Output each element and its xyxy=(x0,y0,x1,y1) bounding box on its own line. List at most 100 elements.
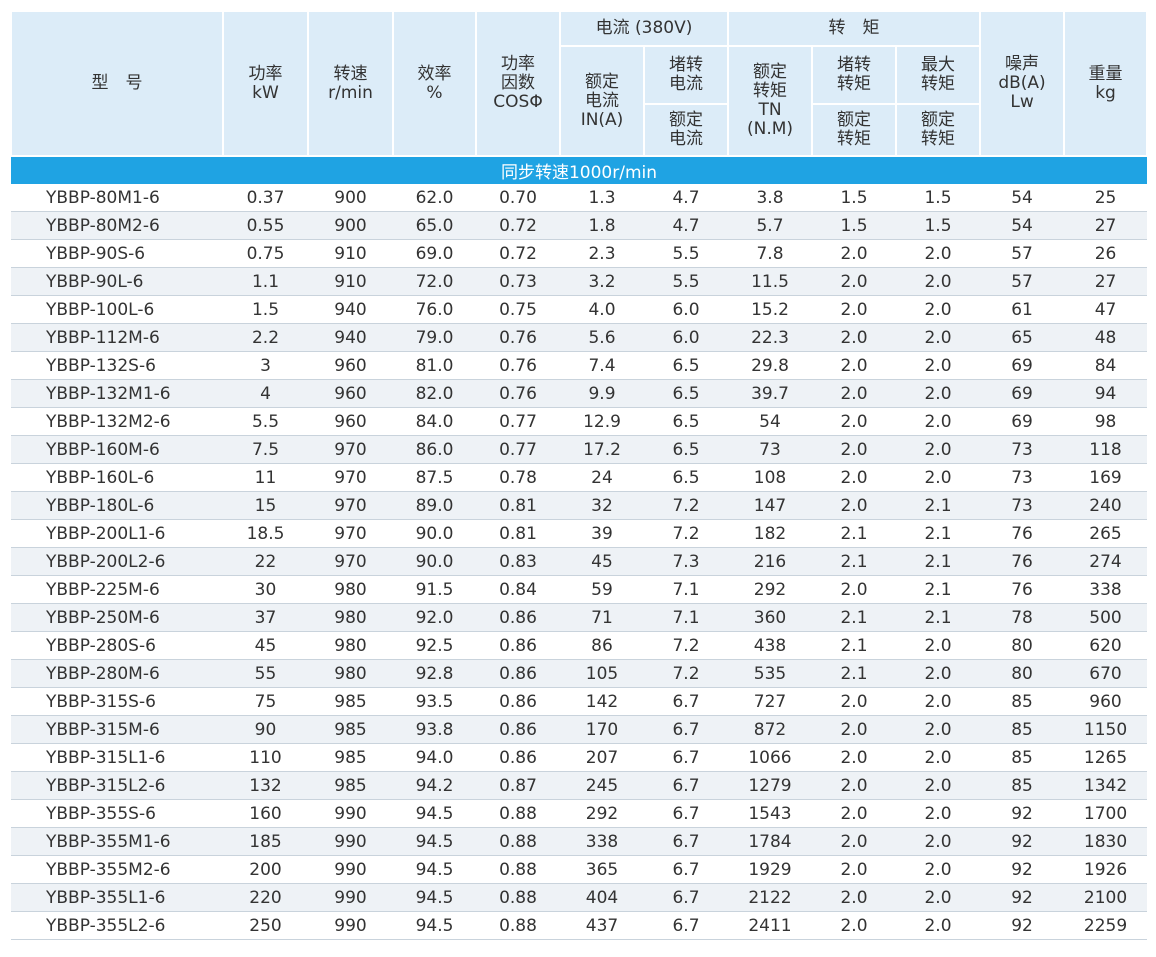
table-row: YBBP-160L-6 11 970 87.5 0.78 24 6.5 108 2.0 2.0 73… xyxy=(11,463,1148,492)
value-cell: 7.2 xyxy=(644,491,728,520)
value-cell: 265 xyxy=(1064,519,1148,548)
value-cell: 437 xyxy=(560,911,644,940)
value-cell: 240 xyxy=(1064,491,1148,520)
value-cell: 11 xyxy=(223,463,308,492)
value-cell: 85 xyxy=(980,743,1065,772)
value-cell: 2.0 xyxy=(896,799,981,828)
value-cell: 2.1 xyxy=(896,491,981,520)
value-cell: 17.2 xyxy=(560,435,644,464)
value-cell: 94.5 xyxy=(393,799,476,828)
value-cell: 7.8 xyxy=(728,239,812,268)
value-cell: 727 xyxy=(728,687,812,716)
value-cell: 62.0 xyxy=(393,184,476,212)
value-cell: 4.0 xyxy=(560,295,644,324)
table-row: YBBP-315L1-6 110 985 94.0 0.86 207 6.7 1066 2.0 2… xyxy=(11,743,1148,772)
value-cell: 2122 xyxy=(728,883,812,912)
value-cell: 220 xyxy=(223,883,308,912)
value-cell: 1926 xyxy=(1064,855,1148,884)
table-row: YBBP-315S-6 75 985 93.5 0.86 142 6.7 727 2.0 2.0 8… xyxy=(11,687,1148,716)
value-cell: 2.0 xyxy=(896,239,981,268)
value-cell: 55 xyxy=(223,659,308,688)
header-line: 效率 xyxy=(417,63,452,84)
header-line: 转矩 xyxy=(837,74,871,94)
value-cell: 94.5 xyxy=(393,827,476,856)
value-cell: 0.73 xyxy=(476,267,560,296)
value-cell: 61 xyxy=(980,295,1065,324)
value-cell: 2.0 xyxy=(812,883,896,912)
value-cell: 360 xyxy=(728,603,812,632)
value-cell: 990 xyxy=(308,855,393,884)
value-cell: 76 xyxy=(980,547,1065,576)
max-torque-header: 最大 转矩 xyxy=(894,45,982,105)
value-cell: 0.76 xyxy=(476,351,560,380)
value-cell: 990 xyxy=(308,799,393,828)
value-cell: 274 xyxy=(1064,547,1148,576)
value-cell: 39.7 xyxy=(728,379,812,408)
header-line: 转矩 xyxy=(921,74,956,94)
table-row: YBBP-355L2-6 250 990 94.5 0.88 437 6.7 2411 2.0 2… xyxy=(11,911,1148,940)
value-cell: 94.2 xyxy=(393,771,476,800)
header-line: 额定 xyxy=(921,110,956,130)
header-line: kW xyxy=(252,82,279,103)
value-cell: 0.88 xyxy=(476,855,560,884)
value-cell: 0.37 xyxy=(223,184,308,212)
value-cell: 0.81 xyxy=(476,491,560,520)
value-cell: 6.7 xyxy=(644,855,728,884)
value-cell: 670 xyxy=(1064,659,1148,688)
value-cell: 93.8 xyxy=(393,715,476,744)
value-cell: 92.5 xyxy=(393,631,476,660)
table-row: YBBP-200L1-6 18.5 970 90.0 0.81 39 7.2 182 2.1 2.… xyxy=(11,519,1148,548)
table-row: YBBP-132M1-6 4 960 82.0 0.76 9.9 6.5 39.7 2.0 2.0… xyxy=(11,379,1148,408)
value-cell: 37 xyxy=(223,603,308,632)
value-cell: 6.5 xyxy=(644,435,728,464)
header-line: IN(A) xyxy=(580,109,624,130)
value-cell: 5.5 xyxy=(644,239,728,268)
value-cell: 15.2 xyxy=(728,295,812,324)
value-cell: 2.0 xyxy=(896,911,981,940)
value-cell: 69 xyxy=(980,407,1065,436)
model-cell: YBBP-132M2-6 xyxy=(11,407,223,436)
value-cell: 1.5 xyxy=(896,211,981,240)
value-cell: 57 xyxy=(980,239,1065,268)
value-cell: 0.86 xyxy=(476,743,560,772)
value-cell: 6.0 xyxy=(644,295,728,324)
value-cell: 500 xyxy=(1064,603,1148,632)
table-row: YBBP-100L-6 1.5 940 76.0 0.75 4.0 6.0 15.2 2.0 2.… xyxy=(11,295,1148,324)
value-cell: 4 xyxy=(223,379,308,408)
table-row: YBBP-355S-6 160 990 94.5 0.88 292 6.7 1543 2.0 2.… xyxy=(11,799,1148,828)
value-cell: 1830 xyxy=(1064,827,1148,856)
value-cell: 2.0 xyxy=(812,911,896,940)
value-cell: 910 xyxy=(308,239,393,268)
value-cell: 7.2 xyxy=(644,659,728,688)
value-cell: 65 xyxy=(980,323,1065,352)
value-cell: 7.3 xyxy=(644,547,728,576)
value-cell: 960 xyxy=(308,407,393,436)
model-cell: YBBP-280S-6 xyxy=(11,631,223,660)
model-header: 型 号 xyxy=(10,10,224,157)
value-cell: 2.0 xyxy=(812,799,896,828)
value-cell: 990 xyxy=(308,883,393,912)
table-row: YBBP-315L2-6 132 985 94.2 0.87 245 6.7 1279 2.0 2… xyxy=(11,771,1148,800)
table-row: YBBP-80M1-6 0.37 900 62.0 0.70 1.3 4.7 3.8 1.5 1.… xyxy=(11,184,1148,212)
header-line: TN xyxy=(758,100,782,120)
value-cell: 438 xyxy=(728,631,812,660)
spec-table: 型 号 功率 kW 转速 r/min 效率% 功率 因数 COSΦ 电流 (380V) … xyxy=(10,10,1149,940)
value-cell: 990 xyxy=(308,827,393,856)
value-cell: 57 xyxy=(980,267,1065,296)
value-cell: 92.8 xyxy=(393,659,476,688)
value-cell: 1700 xyxy=(1064,799,1148,828)
value-cell: 169 xyxy=(1064,463,1148,492)
value-cell: 2.0 xyxy=(812,827,896,856)
value-cell: 900 xyxy=(308,211,393,240)
value-cell: 6.7 xyxy=(644,715,728,744)
value-cell: 0.83 xyxy=(476,547,560,576)
value-cell: 18.5 xyxy=(223,519,308,548)
value-cell: 960 xyxy=(308,379,393,408)
value-cell: 900 xyxy=(308,184,393,212)
value-cell: 2.0 xyxy=(812,435,896,464)
value-cell: 0.76 xyxy=(476,379,560,408)
value-cell: 2.1 xyxy=(896,519,981,548)
header-line: 堵转 xyxy=(837,55,871,75)
value-cell: 535 xyxy=(728,659,812,688)
value-cell: 6.5 xyxy=(644,351,728,380)
